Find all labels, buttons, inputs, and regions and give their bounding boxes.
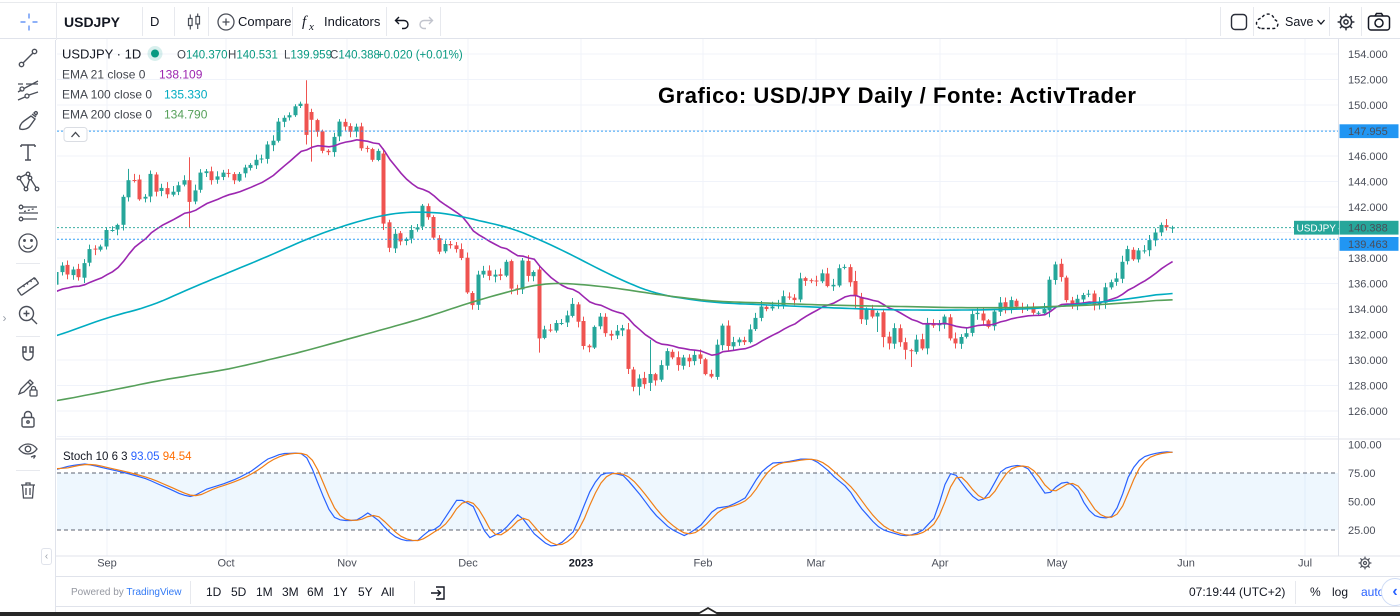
svg-text:154.000: 154.000 [1348, 49, 1388, 61]
svg-text:139.463: 139.463 [1348, 239, 1388, 251]
svg-text:C140.388: C140.388 [330, 50, 380, 62]
svg-text:x: x [308, 21, 314, 33]
svg-text:EMA 100 close 0: EMA 100 close 0 [62, 88, 152, 102]
svg-text:L139.959: L139.959 [284, 50, 332, 62]
svg-text:Sep: Sep [97, 558, 117, 570]
svg-text:147.955: 147.955 [1348, 126, 1388, 138]
svg-text:146.000: 146.000 [1348, 151, 1388, 163]
svg-text:25.00: 25.00 [1348, 525, 1376, 537]
svg-text:+0.020 (+0.01%): +0.020 (+0.01%) [377, 50, 463, 62]
svg-text:126.000: 126.000 [1348, 406, 1388, 418]
svg-text:138.109: 138.109 [159, 68, 203, 82]
svg-text:EMA 21 close 0: EMA 21 close 0 [62, 68, 146, 82]
svg-text:Nov: Nov [337, 558, 357, 570]
svg-text:2023: 2023 [569, 558, 593, 570]
svg-text:132.000: 132.000 [1348, 330, 1388, 342]
svg-text:Jun: Jun [1177, 558, 1195, 570]
svg-text:Dec: Dec [458, 558, 478, 570]
svg-text:Apr: Apr [931, 558, 948, 570]
svg-text:134.000: 134.000 [1348, 304, 1388, 316]
svg-text:152.000: 152.000 [1348, 75, 1388, 87]
svg-text:f: f [302, 14, 308, 30]
svg-text:Stoch 10 6 3 93.05 94.54: Stoch 10 6 3 93.05 94.54 [63, 451, 192, 463]
svg-text:Oct: Oct [217, 558, 234, 570]
svg-text:May: May [1047, 558, 1068, 570]
svg-text:Feb: Feb [694, 558, 713, 570]
svg-text:Grafico: USD/JPY Daily / Fonte: Grafico: USD/JPY Daily / Fonte: ActivTra… [658, 83, 1136, 108]
svg-text:130.000: 130.000 [1348, 355, 1388, 367]
svg-text:142.000: 142.000 [1348, 202, 1388, 214]
svg-text:Jul: Jul [1298, 558, 1312, 570]
svg-text:75.00: 75.00 [1348, 468, 1376, 480]
svg-text:128.000: 128.000 [1348, 381, 1388, 393]
svg-text:100.00: 100.00 [1348, 440, 1382, 452]
svg-text:H140.531: H140.531 [228, 50, 278, 62]
svg-text:EMA 200 close 0: EMA 200 close 0 [62, 108, 152, 122]
svg-text:O140.370: O140.370 [177, 50, 228, 62]
svg-text:140.388: 140.388 [1348, 223, 1388, 235]
svg-text:136.000: 136.000 [1348, 279, 1388, 291]
svg-text:135.330: 135.330 [164, 88, 208, 102]
svg-text:USDJPY –: USDJPY – [1297, 223, 1345, 234]
svg-text:50.00: 50.00 [1348, 497, 1376, 509]
svg-text:USDJPY · 1D: USDJPY · 1D [62, 47, 141, 62]
svg-text:Mar: Mar [807, 558, 826, 570]
svg-text:134.790: 134.790 [164, 108, 208, 122]
svg-text:144.000: 144.000 [1348, 177, 1388, 189]
svg-text:138.000: 138.000 [1348, 253, 1388, 265]
svg-text:150.000: 150.000 [1348, 100, 1388, 112]
